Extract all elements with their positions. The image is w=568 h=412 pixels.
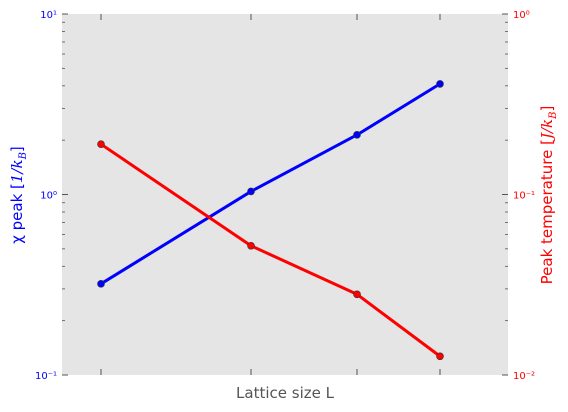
left-axis-label-unit: 1/k <box>8 159 26 183</box>
x-axis-ticks <box>100 14 441 375</box>
left-tick-label: 10⁻¹ <box>35 371 57 382</box>
left-tick-label: 10¹ <box>40 10 57 21</box>
right-tick-label: 10⁻² <box>513 371 535 382</box>
left-axis-label-prefix: χ peak [ <box>8 183 26 244</box>
right-tick-label: 10⁰ <box>513 10 530 21</box>
series-1-point <box>436 80 444 88</box>
series-1-point <box>353 131 361 139</box>
series-1-line <box>100 82 441 286</box>
right-axis-label-prefix: Peak temperature [ <box>538 139 556 284</box>
left-axis-label-suffix: ] <box>8 146 26 152</box>
series-2-point <box>353 290 361 299</box>
right-axis-label-unit-sub: B <box>548 112 559 120</box>
left-axis-ticks: 10⁻¹ 10⁰ 10¹ <box>35 10 68 382</box>
right-axis-ticks: 10⁻² 10⁻¹ 10⁰ <box>502 10 535 382</box>
plot-area <box>62 14 508 375</box>
left-axis-label: χ peak [1/kB] <box>8 146 29 244</box>
series-2-point <box>97 140 105 148</box>
left-tick-label: 10⁰ <box>40 191 57 202</box>
series-2-point <box>247 241 255 250</box>
right-axis-label-suffix: ] <box>538 106 556 112</box>
series-2-point <box>436 352 444 361</box>
right-axis-label-unit: J/k <box>538 119 556 142</box>
x-axis-label: Lattice size L <box>236 384 335 402</box>
series-layer <box>97 80 444 361</box>
series-1-point <box>247 187 255 196</box>
right-tick-label: 10⁻¹ <box>513 191 535 202</box>
series-2-line <box>100 142 441 358</box>
right-axis-label: Peak temperature [J/kB] <box>538 106 559 285</box>
series-1-point <box>97 280 105 288</box>
left-axis-label-unit-sub: B <box>18 152 29 160</box>
